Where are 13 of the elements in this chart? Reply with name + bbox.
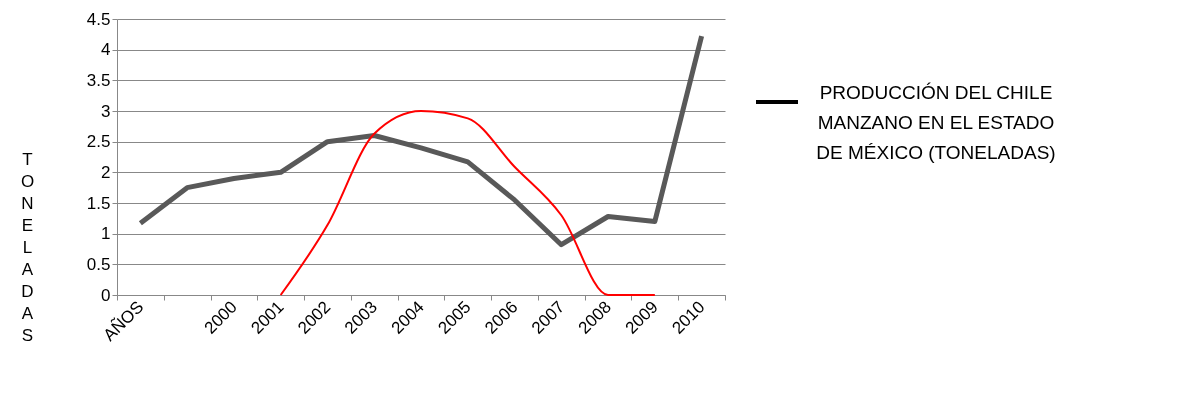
y-tick-label: 4.5: [86, 9, 111, 29]
text: TONELADAS: [20, 149, 35, 345]
y-tick-label: 3: [101, 101, 111, 121]
line-series: [279, 110, 656, 296]
text: PRODUCCIÓN DEL CHILE MANZANO EN EL ESTADO DE MÉXICO (TONELADAS): [816, 82, 1056, 163]
y-tick-label: 0.5: [86, 254, 111, 274]
y-tick-label: 1.5: [86, 193, 111, 213]
y-tick-label: 0: [101, 285, 111, 305]
y-tick-label: 2: [101, 162, 111, 182]
y-tick-label: 3.5: [86, 70, 111, 90]
y-tick-label: 1: [101, 224, 111, 244]
y-tick-label: 2.5: [86, 132, 111, 152]
y-tick-label: 4: [101, 40, 111, 60]
